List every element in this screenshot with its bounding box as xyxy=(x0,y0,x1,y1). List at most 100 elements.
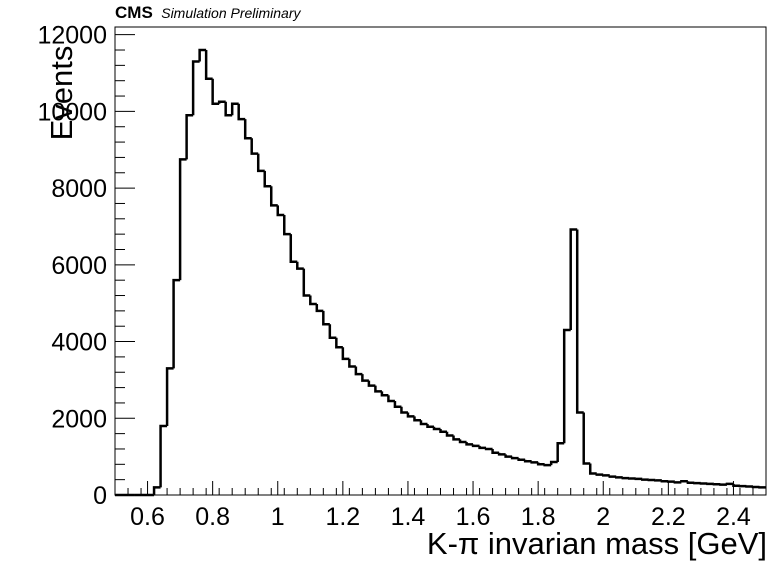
histogram-bin xyxy=(588,463,597,475)
histogram-bin xyxy=(484,447,493,451)
histogram-bin xyxy=(185,113,194,160)
histogram-bin xyxy=(445,431,454,437)
y-axis-label: Events xyxy=(44,45,79,141)
histogram-bin xyxy=(680,479,688,483)
histogram-bin xyxy=(465,442,474,446)
x-axis-label: K-π invarian mass [GeV] xyxy=(426,526,767,561)
x-tick-label: 0.8 xyxy=(195,503,230,531)
histogram-bin xyxy=(348,358,356,368)
histogram-bin xyxy=(641,478,649,481)
x-tick-label: 2 xyxy=(596,503,610,531)
histogram-bin xyxy=(660,479,669,483)
histogram-bin xyxy=(575,229,584,414)
histogram-bin xyxy=(543,463,552,467)
histogram-bin xyxy=(276,205,285,217)
histogram-bin xyxy=(309,295,317,306)
histogram-bin xyxy=(478,445,487,450)
histogram-bin xyxy=(432,426,441,431)
histogram-bin xyxy=(725,482,734,486)
histogram-bin xyxy=(458,439,467,444)
histogram-bin xyxy=(191,60,200,116)
histogram-bin xyxy=(510,456,519,460)
x-tick-label: 1.2 xyxy=(325,503,360,531)
histogram-bin xyxy=(237,103,246,121)
y-tick-label: 8000 xyxy=(51,175,107,203)
histogram-bins xyxy=(115,48,766,497)
histogram-bin xyxy=(341,347,350,361)
y-tick-label: 12000 xyxy=(37,22,107,50)
histogram-bin xyxy=(178,158,187,281)
histogram-bin xyxy=(471,444,480,448)
histogram-bin xyxy=(413,416,421,422)
x-tick-label: 1.4 xyxy=(391,503,426,531)
histogram-bin xyxy=(406,412,415,418)
histogram-bin xyxy=(549,460,558,466)
histogram-bin xyxy=(198,48,207,62)
histogram-bin xyxy=(230,102,239,116)
histogram-bin xyxy=(380,391,389,397)
histogram-bin xyxy=(426,424,434,428)
histogram-bin xyxy=(152,486,161,495)
histogram-bin xyxy=(452,435,461,441)
y-axis-ticks: 0 2000 4000 6000 8000 10000 12000 xyxy=(37,22,135,510)
cms-label: CMS Simulation Preliminary xyxy=(115,3,301,23)
histogram-bin xyxy=(556,441,565,463)
histogram-bin xyxy=(159,424,168,488)
x-tick-label: 1 xyxy=(271,503,285,531)
y-tick-label: 0 xyxy=(93,482,107,510)
y-tick-label: 4000 xyxy=(51,329,107,357)
histogram-bin xyxy=(335,337,343,349)
histogram-bin xyxy=(302,268,311,297)
histogram-bin xyxy=(315,303,324,313)
histogram-bin xyxy=(582,412,591,465)
y-tick-label: 10000 xyxy=(37,98,107,126)
histogram-bin xyxy=(204,50,213,81)
histogram-bin xyxy=(530,461,539,464)
histogram-bin xyxy=(224,101,233,117)
histogram-bin xyxy=(361,374,369,382)
histogram-bin xyxy=(289,234,298,264)
histogram-bin xyxy=(621,476,630,480)
histogram-bin xyxy=(523,459,532,463)
histogram-bin xyxy=(328,324,337,339)
histogram-bin xyxy=(608,475,617,478)
histogram-bin xyxy=(354,366,363,376)
histogram-bin xyxy=(211,78,220,105)
plot-frame xyxy=(114,26,767,496)
histogram-bin xyxy=(374,385,382,393)
x-axis-ticks: 0.6 0.8 1 1.2 1.4 1.6 1.8 2 2.2 2.4 xyxy=(114,481,767,531)
histogram-bin xyxy=(504,454,513,458)
y-tick-label: 2000 xyxy=(51,405,107,433)
histogram-bin xyxy=(296,261,304,270)
histogram-bin xyxy=(400,406,408,414)
histogram-bin xyxy=(256,153,265,173)
histogram-bin xyxy=(269,186,278,207)
histogram-bin xyxy=(243,119,252,140)
histogram-bin xyxy=(686,481,695,484)
histogram-bin xyxy=(217,100,226,104)
histogram-bin xyxy=(497,452,506,456)
histogram-bin xyxy=(517,458,526,461)
histogram-bin xyxy=(536,462,545,466)
x-tick-label: 2.2 xyxy=(651,503,686,531)
histogram-bin xyxy=(172,278,181,369)
histogram-bin xyxy=(367,380,376,387)
histogram-bin xyxy=(615,476,623,479)
histogram-bin xyxy=(250,138,259,155)
histogram-bin xyxy=(283,214,291,236)
x-tick-label: 1.8 xyxy=(521,503,556,531)
histogram-bin xyxy=(491,448,500,455)
histogram-bin xyxy=(602,474,610,477)
histogram-bin xyxy=(562,328,571,444)
histogram-bin xyxy=(419,420,428,426)
histogram-bin xyxy=(732,483,740,488)
histogram-bin xyxy=(263,170,272,188)
histogram-bin xyxy=(569,228,578,331)
histogram-bin xyxy=(387,395,395,403)
histogram-bin xyxy=(393,401,402,409)
x-tick-label: 0.6 xyxy=(130,503,165,531)
x-tick-label: 1.6 xyxy=(456,503,491,531)
histogram-bin xyxy=(595,473,604,476)
x-tick-label: 2.4 xyxy=(716,503,751,531)
